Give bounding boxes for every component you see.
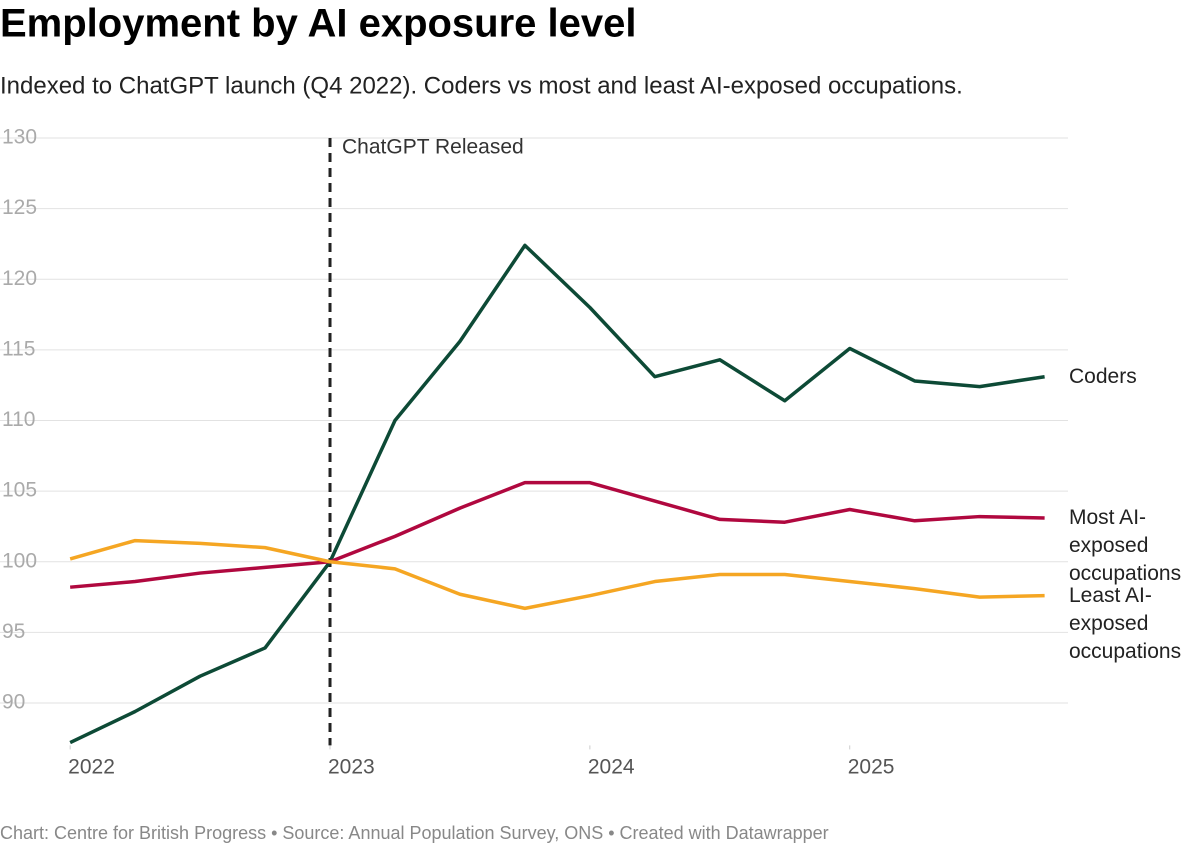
x-tick-label: 2023 — [328, 756, 375, 779]
y-tick-label: 125 — [2, 196, 37, 219]
y-tick-label: 130 — [2, 126, 37, 149]
legend-label: Most AI-exposed occupations — [1069, 505, 1182, 585]
legend-label: Coders — [1069, 364, 1137, 388]
series-line — [70, 480, 1045, 589]
y-tick-label: 115 — [2, 337, 35, 360]
y-tick-label: 95 — [2, 620, 25, 643]
x-tick-label: 2025 — [848, 756, 895, 779]
y-tick-label: 105 — [2, 479, 37, 502]
series-line — [69, 538, 1045, 611]
event-label: ChatGPT Released — [342, 136, 524, 159]
series-line — [69, 243, 1045, 745]
chart-subtitle: Indexed to ChatGPT launch (Q4 2022). Cod… — [0, 72, 963, 99]
y-tick-label: 100 — [2, 549, 37, 572]
legend-label: Least AI-exposed occupations — [1069, 583, 1182, 663]
y-tick-label: 110 — [2, 408, 35, 431]
y-tick-label: 90 — [2, 691, 25, 714]
x-tick-label: 2024 — [588, 756, 635, 779]
chart-title: Employment by AI exposure level — [0, 2, 637, 46]
x-tick-label: 2022 — [68, 756, 115, 779]
y-tick-label: 120 — [2, 267, 37, 290]
chart-source: Chart: Centre for British Progress • Sou… — [0, 823, 829, 843]
